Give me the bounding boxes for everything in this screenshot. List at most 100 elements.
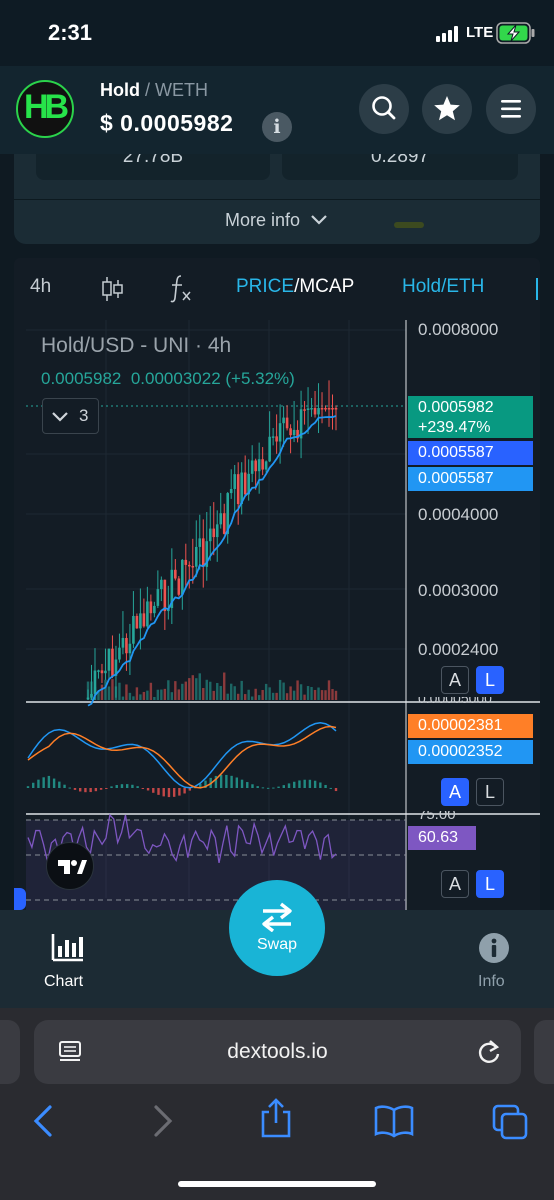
volume-bar [202,688,205,700]
indicators-icon[interactable] [168,272,194,304]
search-button[interactable] [359,84,409,134]
volume-bar [128,692,132,700]
candle-body [264,461,268,470]
candle-body [104,670,107,674]
pair-separator: / [140,80,156,100]
interval-selector[interactable]: 4h [30,276,52,297]
price-chart[interactable] [14,258,540,910]
stat-right-value: 0.2897 [370,154,430,167]
macd-histogram-bar [110,786,113,788]
tradingview-logo[interactable] [46,842,94,890]
chevron-down-icon [311,215,327,225]
pair-quote: WETH [155,80,209,100]
candle-body [327,408,331,410]
volume-bar [191,675,194,700]
macd-histogram-bar [157,788,160,795]
macd-histogram-bar [188,788,192,791]
volume-bar [114,686,118,700]
volume-bar [233,686,236,700]
macd-histogram-bar [131,784,134,788]
macd-histogram-bar [37,779,40,788]
pair-name: Hold / WETH [100,80,208,101]
back-icon[interactable] [30,1104,56,1138]
share-icon[interactable] [258,1098,294,1140]
volume-bar [223,672,226,700]
volume-bar [90,681,93,700]
more-info-button[interactable]: More info [14,210,540,231]
bookmarks-icon[interactable] [374,1104,414,1138]
candle-body [177,578,181,595]
next-tab-card[interactable] [534,1020,554,1084]
favorite-button[interactable] [422,84,472,134]
macd-histogram-bar [319,782,322,788]
candle-body [254,460,257,472]
volume-bar [100,684,104,700]
tradingview-icon [58,860,87,874]
toolbar-overflow [536,278,538,300]
candle-body [334,408,338,410]
legend-price: 0.0005982 [41,369,122,388]
volume-bar [177,689,181,700]
price-mcap-toggle[interactable]: PRICE/MCAP [236,276,354,298]
candle-body [219,513,223,525]
reader-icon[interactable] [58,1040,84,1064]
volume-bar [174,681,177,700]
auto-scale-button[interactable]: A [441,778,469,806]
log-scale-button[interactable]: L [476,870,504,898]
pair-toggle[interactable]: Hold/ETH [402,276,485,297]
volume-bar [118,682,121,700]
volume-bar [303,694,306,700]
candle-body [275,436,278,442]
volume-bar [243,694,247,700]
signal-line [27,725,337,789]
candle-body [170,569,174,609]
candle-body [135,615,139,629]
legend-change: 0.00003022 (+5.32%) [130,369,295,388]
macd-histogram-bar [89,788,92,793]
macd-histogram-bar [308,779,312,788]
menu-icon [501,100,521,118]
volume-bar [247,689,250,700]
candle-body [146,601,149,627]
volume-bar [107,686,111,700]
auto-scale-button[interactable]: A [441,870,469,898]
address-bar[interactable]: dextools.io [34,1020,521,1084]
candle-body [160,579,163,590]
volume-bar [230,683,233,700]
volume-bar [324,690,327,700]
macd-histogram-bar [84,788,87,793]
token-logo[interactable]: HB [16,80,74,138]
tabs-icon[interactable] [492,1104,528,1140]
candle-body [271,436,275,438]
log-scale-button[interactable]: L [476,778,504,806]
legend-collapse-button[interactable]: 3 [42,398,99,434]
rsi-axis-label: 75.00 [418,811,456,823]
candle-body [184,559,188,565]
candle-body [299,409,303,439]
volume-bar [139,694,142,700]
candle-body [317,408,320,415]
swap-button[interactable]: Swap [229,880,325,976]
volume-bar [264,683,268,700]
previous-tab-card[interactable] [0,1020,20,1084]
rsi-line [27,813,337,863]
reload-icon[interactable] [476,1038,502,1066]
volume-bar [250,696,254,700]
tab-info[interactable]: Info [462,926,524,996]
auto-scale-button[interactable]: A [441,666,469,694]
mcap-option: MCAP [299,276,355,297]
tab-chart[interactable]: Chart [36,926,98,996]
drawer-handle[interactable] [14,888,26,910]
candles-icon[interactable] [100,274,124,304]
menu-button[interactable] [486,84,536,134]
info-icon[interactable]: i [262,112,292,142]
forward-icon[interactable] [150,1104,176,1138]
macd-histogram-bar [68,787,71,789]
candle-body [191,565,195,568]
macd-histogram-bar [79,788,82,792]
volume-bar [198,673,201,700]
token-stats: 27.78B 0.2897 More info [14,154,540,244]
stat-right: 0.2897 [282,154,518,180]
log-scale-button[interactable]: L [476,666,504,694]
candle-body [121,637,125,648]
